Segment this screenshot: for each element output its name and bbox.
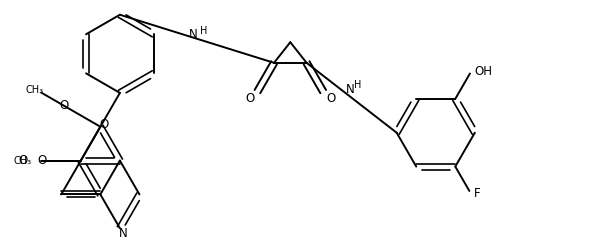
Text: N: N — [345, 83, 354, 96]
Text: CH₃: CH₃ — [26, 85, 43, 95]
Text: O: O — [100, 118, 109, 131]
Text: N: N — [189, 28, 198, 41]
Text: OH: OH — [475, 65, 492, 78]
Text: N: N — [119, 227, 128, 240]
Text: CH₃: CH₃ — [13, 156, 31, 165]
Text: O: O — [60, 99, 69, 112]
Text: F: F — [474, 186, 480, 200]
Text: H: H — [200, 25, 208, 36]
Text: O: O — [326, 92, 335, 104]
Text: H: H — [354, 80, 361, 90]
Text: O: O — [245, 92, 254, 104]
Text: O: O — [37, 154, 47, 167]
Text: O: O — [18, 154, 27, 166]
